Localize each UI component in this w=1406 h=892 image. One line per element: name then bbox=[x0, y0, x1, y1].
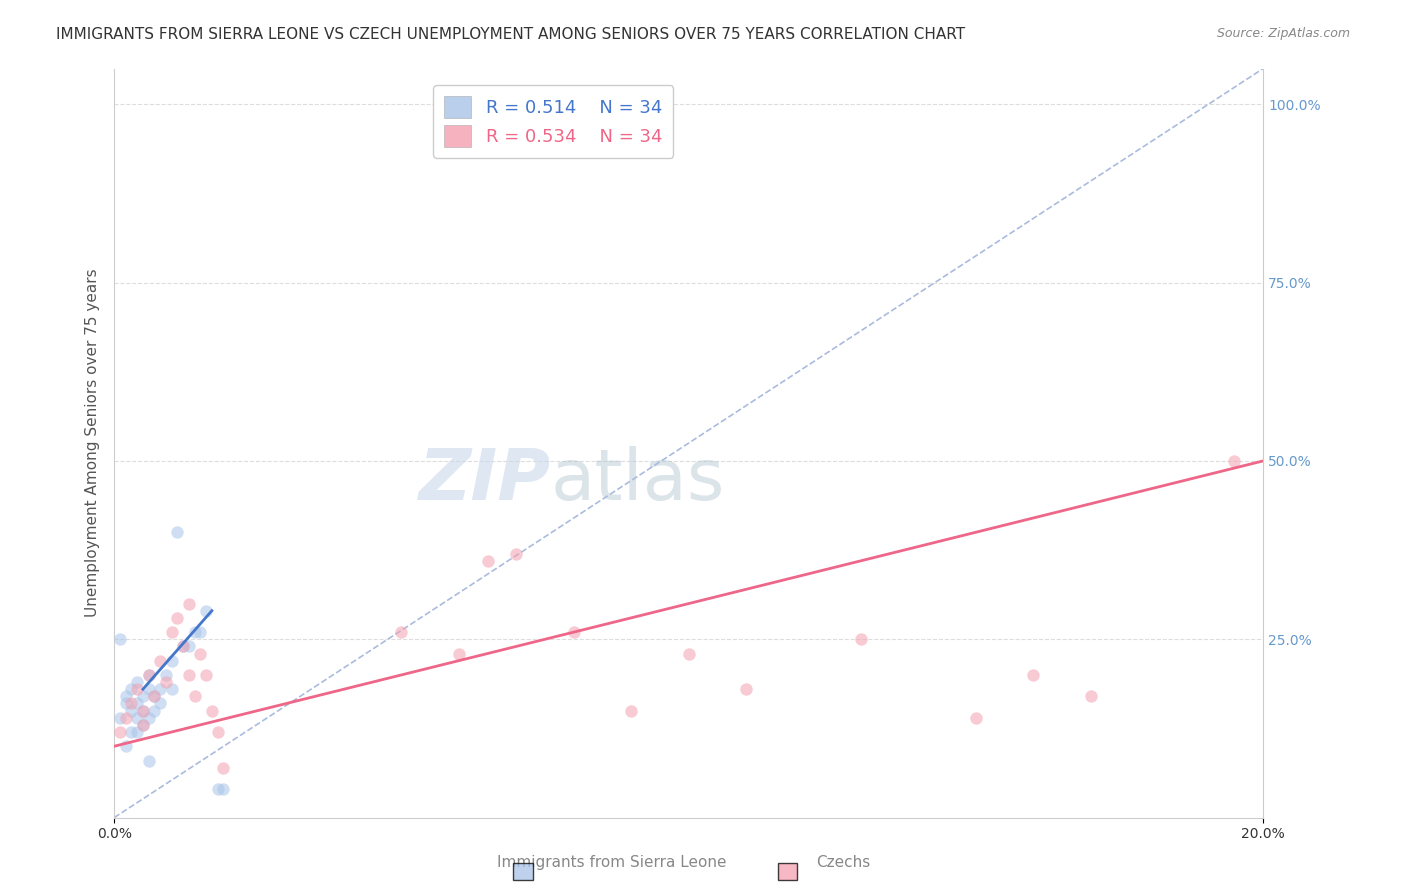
Text: Source: ZipAtlas.com: Source: ZipAtlas.com bbox=[1216, 27, 1350, 40]
Point bbox=[149, 654, 172, 668]
Point bbox=[965, 711, 987, 725]
Point bbox=[132, 704, 155, 718]
Point bbox=[149, 682, 172, 697]
Point bbox=[114, 697, 136, 711]
Point bbox=[143, 690, 166, 704]
Point bbox=[132, 718, 155, 732]
Point bbox=[155, 668, 177, 682]
Text: atlas: atlas bbox=[551, 446, 725, 515]
Point bbox=[120, 725, 142, 739]
Point bbox=[183, 690, 205, 704]
Point bbox=[1223, 454, 1246, 468]
Point bbox=[138, 711, 160, 725]
Point bbox=[1080, 690, 1102, 704]
Point bbox=[212, 761, 235, 775]
Point bbox=[127, 675, 149, 690]
Y-axis label: Unemployment Among Seniors over 75 years: Unemployment Among Seniors over 75 years bbox=[86, 268, 100, 617]
Point bbox=[190, 625, 212, 640]
Point bbox=[138, 754, 160, 768]
Point bbox=[447, 647, 470, 661]
Point bbox=[678, 647, 700, 661]
Point bbox=[132, 690, 155, 704]
Point bbox=[132, 704, 155, 718]
Point bbox=[127, 682, 149, 697]
Point bbox=[207, 782, 229, 797]
Point bbox=[1022, 668, 1045, 682]
Text: Czechs: Czechs bbox=[817, 855, 870, 870]
Point bbox=[849, 632, 872, 647]
Point bbox=[505, 547, 527, 561]
Point bbox=[177, 597, 200, 611]
Point bbox=[391, 625, 413, 640]
Point bbox=[160, 625, 183, 640]
Point bbox=[160, 682, 183, 697]
Point bbox=[143, 704, 166, 718]
Point bbox=[120, 682, 142, 697]
Point bbox=[120, 697, 142, 711]
Point bbox=[190, 647, 212, 661]
Point bbox=[183, 625, 205, 640]
Text: IMMIGRANTS FROM SIERRA LEONE VS CZECH UNEMPLOYMENT AMONG SENIORS OVER 75 YEARS C: IMMIGRANTS FROM SIERRA LEONE VS CZECH UN… bbox=[56, 27, 966, 42]
Point bbox=[172, 640, 194, 654]
Point bbox=[138, 682, 160, 697]
Point bbox=[127, 725, 149, 739]
Point bbox=[138, 668, 160, 682]
Point bbox=[562, 625, 585, 640]
Point bbox=[108, 711, 131, 725]
Text: Immigrants from Sierra Leone: Immigrants from Sierra Leone bbox=[496, 855, 727, 870]
Point bbox=[212, 782, 235, 797]
Point bbox=[160, 654, 183, 668]
Point bbox=[143, 690, 166, 704]
Point bbox=[735, 682, 758, 697]
Point bbox=[120, 704, 142, 718]
Point bbox=[127, 697, 149, 711]
Point bbox=[195, 604, 218, 618]
Point bbox=[166, 525, 188, 540]
Point bbox=[138, 668, 160, 682]
Point bbox=[114, 739, 136, 754]
Point bbox=[177, 640, 200, 654]
Point bbox=[149, 697, 172, 711]
Point bbox=[177, 668, 200, 682]
Text: ZIP: ZIP bbox=[419, 446, 551, 515]
Point bbox=[108, 725, 131, 739]
Point bbox=[477, 554, 499, 568]
Point bbox=[132, 718, 155, 732]
Point bbox=[114, 690, 136, 704]
Point bbox=[108, 632, 131, 647]
Point bbox=[172, 640, 194, 654]
Point bbox=[201, 704, 224, 718]
Point bbox=[620, 704, 643, 718]
Point bbox=[114, 711, 136, 725]
Point bbox=[207, 725, 229, 739]
Point bbox=[155, 675, 177, 690]
Point bbox=[127, 711, 149, 725]
Legend: R = 0.514    N = 34, R = 0.534    N = 34: R = 0.514 N = 34, R = 0.534 N = 34 bbox=[433, 85, 673, 158]
Point bbox=[166, 611, 188, 625]
Point bbox=[195, 668, 218, 682]
